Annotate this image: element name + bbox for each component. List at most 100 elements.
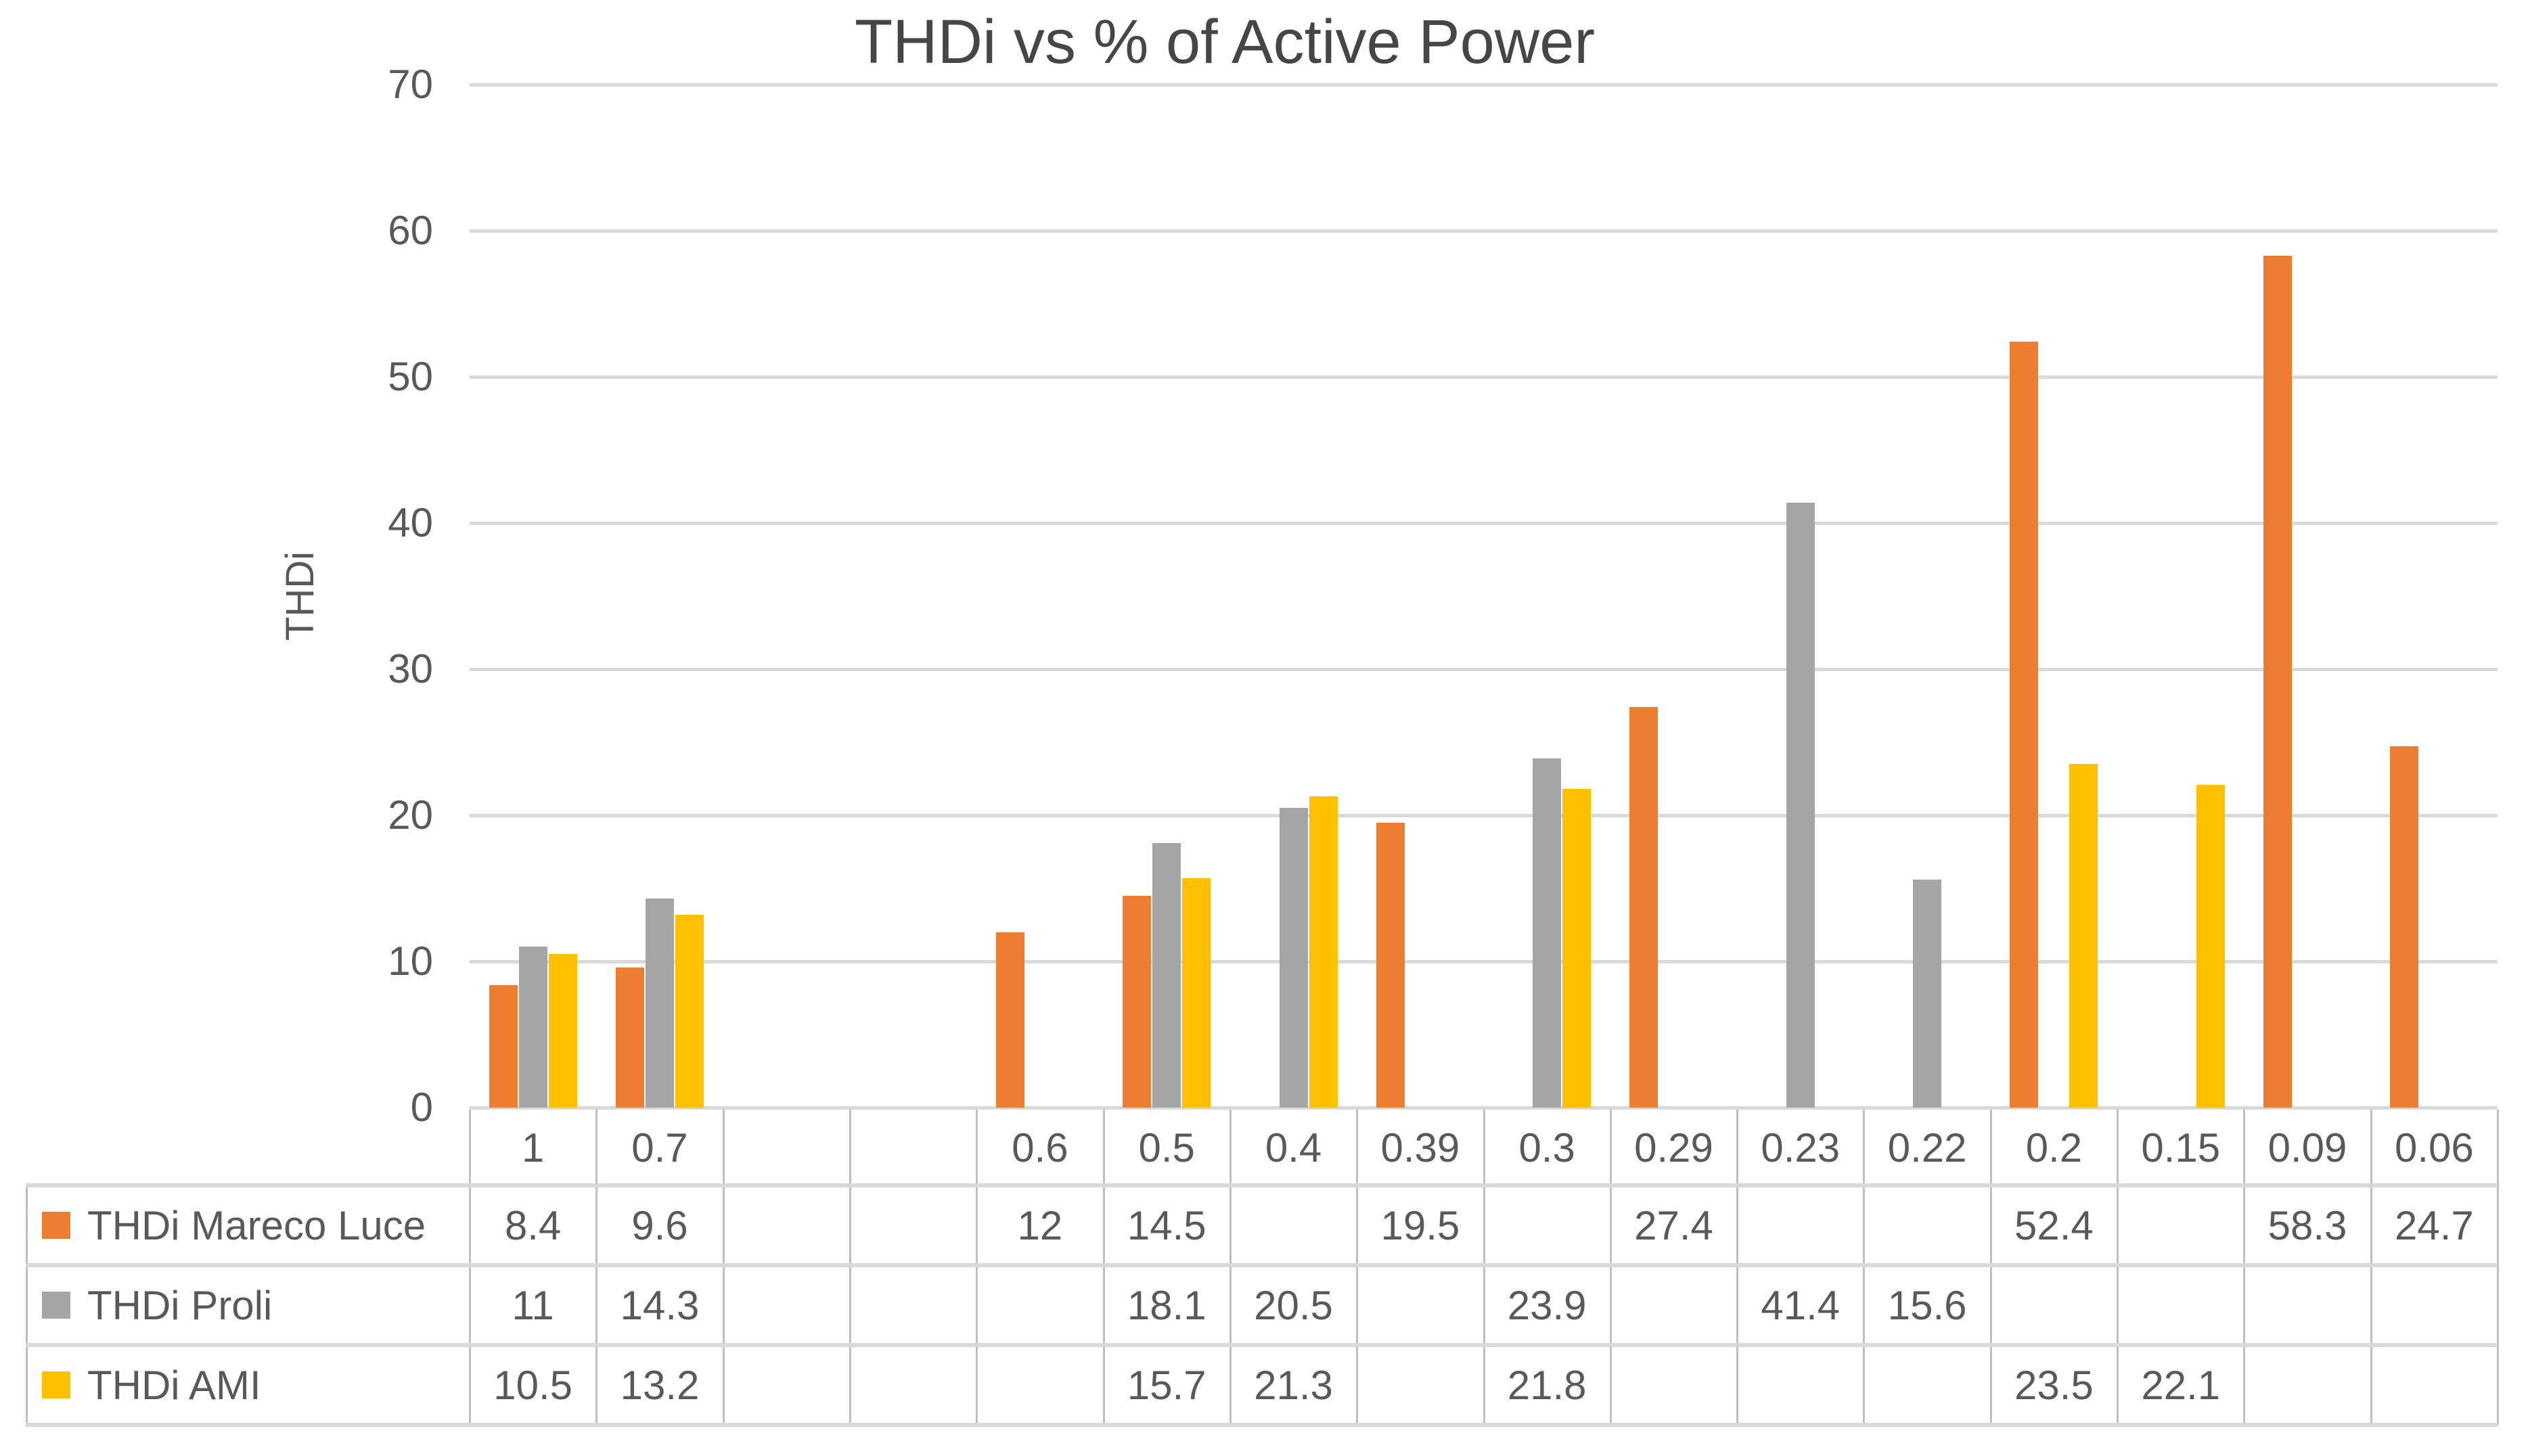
- category-header-cell: 0.4: [1265, 1124, 1322, 1170]
- table-column-border: [1736, 1110, 1739, 1425]
- y-axis-tick-label: 70: [388, 62, 433, 107]
- bar-thdi-ami-0.7: [675, 914, 704, 1108]
- value-cell: [2117, 1265, 2244, 1345]
- category-header-cell: 0.23: [1761, 1124, 1841, 1170]
- value-cell: [1864, 1185, 1990, 1265]
- table-left-border: [26, 1185, 28, 1425]
- category-header-cell: 0.6: [1012, 1124, 1068, 1170]
- bar-thdi-ami-0.2: [2069, 764, 2098, 1108]
- value-cell: [976, 1345, 1103, 1425]
- category-header-cell: 0.06: [2394, 1124, 2474, 1170]
- table-column-border: [2370, 1110, 2372, 1425]
- value-cell: [1610, 1265, 1737, 1345]
- value-cell: 11: [512, 1282, 554, 1328]
- y-axis-tick-label: 0: [410, 1085, 433, 1130]
- category-header-cell: 0.22: [1887, 1124, 1967, 1170]
- table-column-border: [2497, 1110, 2499, 1425]
- series-name: THDi Mareco Luce: [87, 1202, 426, 1248]
- bar-thdi-proli-0.3: [1533, 758, 1562, 1108]
- bar-thdi-mareco-luce-0.06: [2390, 746, 2419, 1108]
- bar-thdi-mareco-luce-0.5: [1123, 895, 1152, 1108]
- bar-thdi-ami-0.3: [1562, 789, 1592, 1108]
- table-column-border: [595, 1110, 598, 1425]
- value-cell: [1737, 1185, 1864, 1265]
- category-header-cell: 0.3: [1518, 1124, 1575, 1170]
- bar-thdi-mareco-luce-0.29: [1629, 707, 1658, 1108]
- category-header-cell: 0.29: [1634, 1124, 1713, 1170]
- value-cell: 21.3: [1254, 1362, 1333, 1408]
- bar-thdi-ami-1: [548, 954, 577, 1108]
- table-column-border: [1989, 1110, 1992, 1425]
- value-cell: [850, 1345, 976, 1425]
- value-cell: [1610, 1345, 1737, 1425]
- table-column-border: [469, 1110, 471, 1425]
- value-cell: [2244, 1265, 2370, 1345]
- series-label-cell: THDi Proli: [26, 1265, 470, 1345]
- value-cell: 15.6: [1887, 1282, 1967, 1328]
- bar-thdi-proli-0.7: [645, 898, 674, 1108]
- table-row-border: [26, 1183, 2498, 1187]
- y-axis-tick-label: 10: [388, 938, 433, 984]
- value-cell: [1357, 1265, 1483, 1345]
- value-cell: 14.5: [1127, 1202, 1206, 1248]
- value-cell: 23.5: [2014, 1362, 2094, 1408]
- value-cell: 52.4: [2014, 1202, 2094, 1248]
- value-cell: 13.2: [620, 1362, 700, 1408]
- value-cell: 9.6: [631, 1202, 688, 1248]
- value-cell: 8.4: [504, 1202, 562, 1248]
- category-header-cell: 0.15: [2141, 1124, 2221, 1170]
- legend-key-thdi-ami: [42, 1371, 70, 1398]
- value-cell: [976, 1265, 1103, 1345]
- value-cell: [1864, 1345, 1990, 1425]
- value-cell: 27.4: [1634, 1202, 1713, 1248]
- value-cell: [723, 1185, 850, 1265]
- value-cell: [2371, 1345, 2498, 1425]
- value-cell: 58.3: [2267, 1202, 2347, 1248]
- table-row-border: [26, 1343, 2498, 1347]
- category-header-cell: [723, 1110, 850, 1185]
- value-cell: 10.5: [493, 1362, 573, 1408]
- gridline: [470, 960, 2498, 963]
- bar-thdi-mareco-luce-0.2: [2010, 342, 2039, 1108]
- table-column-border: [1229, 1110, 1232, 1425]
- value-cell: [1230, 1185, 1357, 1265]
- category-header-cell: 0.09: [2267, 1124, 2347, 1170]
- series-name: THDi AMI: [87, 1362, 261, 1408]
- category-header-cell: 1: [521, 1124, 545, 1170]
- value-cell: [1991, 1265, 2117, 1345]
- table-row-border: [26, 1423, 2498, 1427]
- value-cell: 19.5: [1380, 1202, 1460, 1248]
- value-cell: [1484, 1185, 1610, 1265]
- category-header-cell: 0.7: [631, 1124, 688, 1170]
- gridline: [470, 814, 2498, 817]
- table-column-border: [976, 1110, 978, 1425]
- legend-key-thdi-proli: [42, 1292, 70, 1319]
- value-cell: [2371, 1265, 2498, 1345]
- category-header-cell: 0.5: [1138, 1124, 1195, 1170]
- category-header-cell: 0.39: [1380, 1124, 1460, 1170]
- value-cell: [1737, 1345, 1864, 1425]
- value-cell: 18.1: [1127, 1282, 1206, 1328]
- table-column-border: [2243, 1110, 2246, 1425]
- value-cell: 24.7: [2394, 1202, 2474, 1248]
- value-cell: 41.4: [1761, 1282, 1841, 1328]
- table-column-border: [1483, 1110, 1485, 1425]
- bar-thdi-proli-1: [518, 947, 547, 1108]
- table-column-border: [1863, 1110, 1866, 1425]
- bar-thdi-mareco-luce-0.09: [2263, 255, 2293, 1108]
- bar-thdi-mareco-luce-1: [489, 984, 518, 1108]
- value-cell: [850, 1265, 976, 1345]
- value-cell: 23.9: [1507, 1282, 1587, 1328]
- value-cell: 20.5: [1254, 1282, 1333, 1328]
- value-cell: 21.8: [1507, 1362, 1587, 1408]
- y-axis-tick-label: 50: [388, 354, 433, 399]
- value-cell: [2244, 1345, 2370, 1425]
- y-axis-tick-label: 30: [388, 646, 433, 691]
- series-label-cell: THDi AMI: [26, 1345, 470, 1425]
- value-cell: [723, 1345, 850, 1425]
- category-header-cell: 0.2: [2025, 1124, 2083, 1170]
- bar-thdi-ami-0.5: [1182, 878, 1211, 1108]
- bar-thdi-mareco-luce-0.39: [1376, 822, 1405, 1108]
- gridline: [470, 1106, 2498, 1110]
